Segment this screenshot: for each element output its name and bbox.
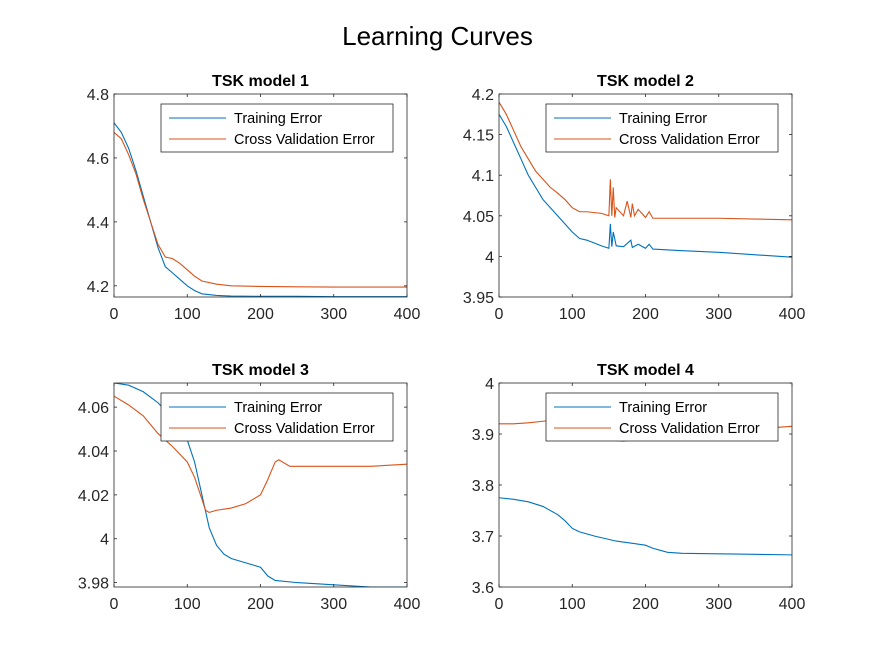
x-tick-label: 400 — [779, 306, 806, 323]
y-tick-label: 4 — [100, 532, 109, 549]
y-tick-label: 4.1 — [472, 168, 494, 185]
y-tick-label: 4.8 — [87, 87, 109, 104]
legend-label: Training Error — [619, 400, 707, 416]
y-tick-label: 4.04 — [78, 444, 109, 461]
subplot-3: 0 100 200 300 400 3.98 4 4.02 4.04 4.06 TSK model … — [78, 362, 421, 613]
legend-box — [545, 103, 779, 153]
x-tick-label: 0 — [110, 596, 119, 613]
x-tick-label: 100 — [559, 596, 586, 613]
x-tick-label: 100 — [559, 306, 586, 323]
x-tick-label: 0 — [495, 596, 504, 613]
x-tick-label: 300 — [705, 306, 732, 323]
y-tick-label: 4.06 — [78, 400, 109, 417]
x-tick-label: 400 — [394, 596, 421, 613]
y-tick-label: 3.95 — [463, 290, 494, 307]
y-tick-label: 4.05 — [463, 209, 494, 226]
y-tick-label: 4.02 — [78, 488, 109, 505]
legend: Training Error Cross Validation Error — [160, 392, 394, 442]
subplot-title: TSK model 1 — [212, 73, 309, 90]
legend-box — [160, 392, 394, 442]
y-tick-label: 4 — [485, 376, 494, 393]
legend-label: Cross Validation Error — [619, 132, 760, 148]
y-tick-label: 4.15 — [463, 128, 494, 145]
y-tick-label: 3.6 — [472, 580, 494, 597]
y-tick-label: 3.9 — [472, 427, 494, 444]
x-tick-label: 100 — [174, 306, 201, 323]
subplot-title: TSK model 3 — [212, 362, 309, 379]
series-line-cross-validation — [114, 131, 407, 288]
y-tick-label: 4.6 — [87, 151, 109, 168]
legend-box — [160, 103, 394, 153]
series-line-training — [114, 122, 407, 297]
legend-label: Cross Validation Error — [234, 132, 375, 148]
y-tick-label: 4.2 — [472, 87, 494, 104]
x-tick-label: 300 — [705, 596, 732, 613]
y-tick-label: 3.8 — [472, 478, 494, 495]
y-tick-label: 4.2 — [87, 279, 109, 296]
legend-label: Cross Validation Error — [619, 421, 760, 437]
series-line-training — [499, 114, 792, 258]
x-tick-label: 200 — [247, 596, 274, 613]
series-line-training — [114, 383, 407, 587]
x-tick-label: 0 — [495, 306, 504, 323]
legend-box — [545, 392, 779, 442]
y-tick-label: 4 — [485, 249, 494, 266]
x-tick-label: 400 — [779, 596, 806, 613]
figure-title: Learning Curves — [342, 21, 533, 51]
subplot-4: 0 100 200 300 400 3.6 3.7 3.8 3.9 4 TSK model 4 Tra… — [472, 362, 806, 613]
legend: Training Error Cross Validation Error — [545, 392, 779, 442]
x-tick-label: 300 — [320, 306, 347, 323]
y-tick-label: 3.7 — [472, 529, 494, 546]
subplot-2: 0 100 200 300 400 3.95 4 4.05 4.1 4.15 4.2 TSK mode… — [463, 73, 806, 323]
x-tick-label: 0 — [110, 306, 119, 323]
y-tick-label: 3.98 — [78, 576, 109, 593]
x-tick-label: 300 — [320, 596, 347, 613]
x-tick-label: 200 — [632, 306, 659, 323]
subplot-1: 0 100 200 300 400 4.2 4.4 4.6 4.8 TSK model 1 Trai… — [87, 73, 421, 323]
subplot-title: TSK model 4 — [597, 362, 694, 379]
series-line-cross-validation — [499, 101, 792, 221]
legend-label: Training Error — [619, 111, 707, 127]
legend-label: Training Error — [234, 400, 322, 416]
x-tick-label: 200 — [632, 596, 659, 613]
legend: Training Error Cross Validation Error — [160, 103, 394, 153]
legend: Training Error Cross Validation Error — [545, 103, 779, 153]
x-tick-label: 400 — [394, 306, 421, 323]
x-tick-label: 100 — [174, 596, 201, 613]
legend-label: Cross Validation Error — [234, 421, 375, 437]
x-tick-label: 200 — [247, 306, 274, 323]
series-line-training — [499, 497, 792, 556]
y-tick-label: 4.4 — [87, 215, 109, 232]
subplot-title: TSK model 2 — [597, 73, 694, 90]
legend-label: Training Error — [234, 111, 322, 127]
